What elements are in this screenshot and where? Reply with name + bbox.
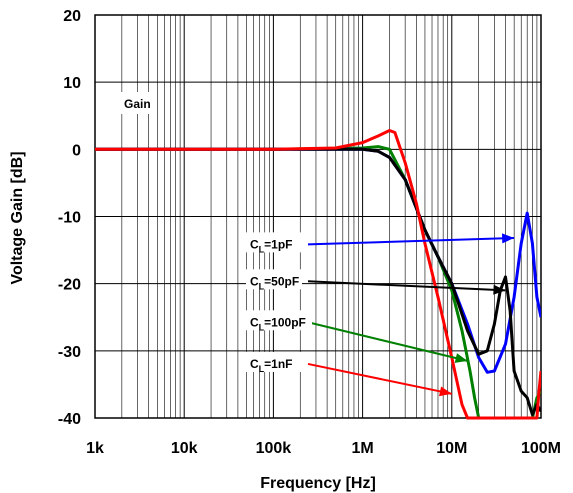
- x-tick-label: 1k: [86, 440, 104, 457]
- y-tick-label: 20: [63, 8, 81, 25]
- annotation-arrow-head: [493, 284, 506, 295]
- series-label: CL=1nF: [250, 357, 293, 374]
- series-label: CL=100pF: [250, 315, 306, 332]
- series-label: CL=50pF: [250, 274, 299, 291]
- annotation-arrow-head: [502, 233, 515, 244]
- x-tick-labels: 1k 10k 100k 1M 10M 100M: [86, 440, 561, 457]
- annotations: Gain CL=1pF CL=50pF CL=100pF CL=1nF: [118, 92, 515, 397]
- annotation-arrows: [307, 233, 515, 397]
- y-tick-label: 0: [72, 142, 81, 159]
- annotation-arrow-line: [307, 321, 468, 362]
- x-tick-label: 100k: [256, 440, 292, 457]
- plot-frame: [94, 14, 542, 419]
- x-axis-title: Frequency [Hz]: [260, 475, 376, 492]
- y-tick-label: -10: [58, 210, 81, 227]
- series-label-box: [246, 269, 302, 290]
- annotation-arrow-line: [307, 362, 453, 395]
- x-tick-label: 100M: [521, 440, 561, 457]
- series-label-box: [246, 232, 302, 253]
- series-label-box: [246, 351, 302, 372]
- annotation-arrow-head: [454, 353, 468, 363]
- annotation-arrow-line: [307, 236, 515, 246]
- y-tick-label: -40: [58, 411, 81, 428]
- y-tick-labels: 20 10 0 -10 -20 -30 -40: [58, 8, 81, 428]
- series-label-box: [246, 310, 312, 331]
- gain-label-box: [118, 92, 156, 114]
- y-axis-title: Voltage Gain [dB]: [9, 151, 26, 284]
- series-layer: [95, 129, 541, 420]
- series-label: CL=1pF: [250, 237, 293, 254]
- annotation-arrow-head: [439, 386, 452, 397]
- annotation-arrow-line: [307, 280, 506, 292]
- series-line-cl1nf: [95, 129, 541, 420]
- gain-label: Gain: [124, 97, 151, 111]
- x-tick-label: 10k: [171, 440, 198, 457]
- y-tick-label: 10: [63, 75, 81, 92]
- y-tick-label: -30: [58, 344, 81, 361]
- series-line-cl50pf: [95, 147, 541, 417]
- y-tick-label: -20: [58, 277, 81, 294]
- x-tick-label: 10M: [436, 440, 467, 457]
- x-tick-label: 1M: [351, 440, 373, 457]
